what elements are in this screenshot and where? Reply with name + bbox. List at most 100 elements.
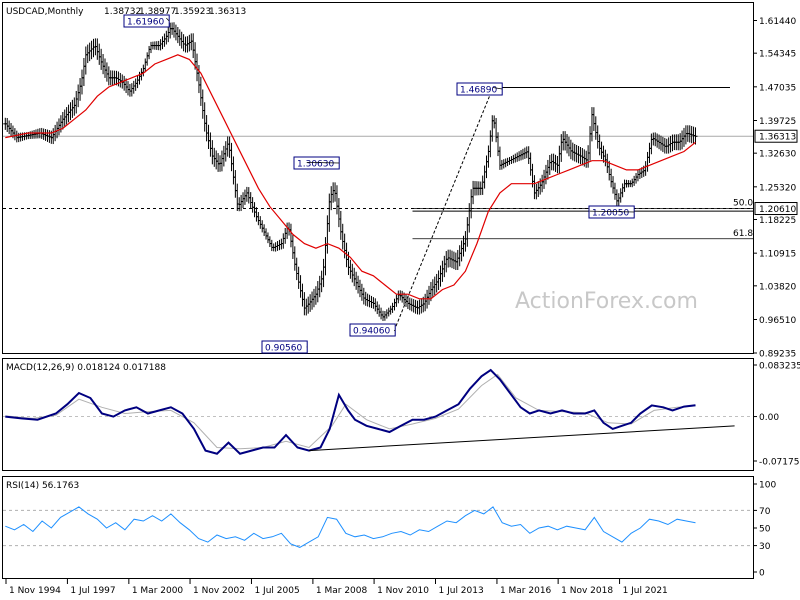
price-bar [620,183,625,198]
price-bar [392,298,397,311]
price-bar [141,64,146,77]
price-bar [210,140,215,165]
price-bar [526,146,531,164]
price-bar [290,235,295,259]
price-bar [118,72,123,88]
annotation-3: 0.94060 [349,323,396,337]
rsi-line [5,506,696,548]
price-bar [83,46,88,75]
price-bar [386,307,391,317]
xtick-label: 1 Jul 2005 [254,586,299,596]
price-ytick-label: 0.96510 [759,316,796,326]
ohlc-open: 1.38732 [104,7,141,17]
price-ytick-label: 1.10915 [759,250,796,260]
xtick-label: 1 Jul 1997 [70,586,115,596]
price-bar [588,126,593,161]
price-bar [340,223,345,250]
price-bar [683,125,688,145]
price-bar [463,231,468,252]
price-bar [480,175,485,195]
price-bar [229,142,234,172]
price-bar [212,147,217,167]
xtick-label: 1 Jul 2013 [439,586,484,596]
price-bar [400,290,405,303]
xtick-label: 1 Nov 1994 [9,586,61,596]
rsi-ytick-label: 100 [759,481,776,491]
price-bar [643,161,648,176]
price-bar [484,155,489,179]
level-price-tag: 1.20610 [754,202,798,216]
annotation-5: 1.20050 [588,205,635,219]
price-trendline-0 [393,87,494,331]
price-bar [557,145,562,174]
price-bar [601,145,606,163]
price-bar [72,97,77,116]
price-bar [565,133,570,154]
price-bar [566,136,571,157]
price-bar [338,210,343,240]
price-bar [292,246,297,271]
price-bar [235,183,240,212]
price-bar [357,279,362,298]
price-bars [3,22,698,322]
price-bar [317,275,322,298]
annotation-2-text: 0.90560 [265,344,302,354]
price-bar [179,31,184,49]
price-bar [693,127,698,145]
price-bar [175,27,180,44]
price-bar [532,175,537,200]
price-bar [634,173,639,184]
price-bar [352,267,357,287]
price-bar [611,176,616,194]
price-bar [543,164,548,185]
price-bar [336,198,341,228]
price-bar [53,124,58,142]
price-ytick-label: 1.54345 [759,50,796,60]
level-price-tag-text: 1.20610 [759,205,796,215]
price-bar [331,182,336,203]
price-bar [436,270,441,291]
price-bar [327,193,332,232]
price-bar [185,36,190,53]
annotation-leader-0 [166,17,170,22]
price-ytick-label: 1.25320 [759,183,796,193]
price-bar [95,38,100,60]
price-bar [568,139,573,160]
price-bar [300,283,305,307]
price-bar [62,109,67,127]
price-bar [79,69,84,95]
annotation-leader-1 [306,162,340,164]
price-bar [471,180,476,205]
price-bar [645,151,650,172]
annotation-4-text: 1.46890 [460,86,497,96]
macd-ytick-label: 0.00 [759,413,779,423]
price-bar [315,281,320,303]
price-bar [133,78,138,91]
price-bar [202,102,207,132]
price-bar [172,22,177,38]
price-bar [127,83,132,97]
price-ytick-label: 1.39725 [759,117,796,127]
xtick-label: 1 Mar 2016 [500,586,552,596]
price-bar [426,285,431,305]
annotation-4: 1.46890 [456,82,503,96]
price-bar [469,189,474,219]
macd-panel [2,358,754,471]
price-bar [459,240,464,262]
price-bar [614,189,619,206]
macd-layer [3,368,753,455]
last-price-tag-text: 1.36313 [759,133,796,143]
price-bar [206,124,211,150]
fib-label-1: 61.8 [733,229,753,239]
price-bar [584,150,589,168]
price-bar [311,288,316,308]
price-bar [231,156,236,185]
price-bar [551,153,556,171]
price-bar [76,84,81,108]
price-bar [264,228,269,240]
price-bar [198,76,203,106]
axis-layer: 1.61440 1.54345 1.47035 1.39725 1.32630 1.253… [5,17,800,596]
price-bar [660,136,665,153]
price-bar [492,115,497,129]
price-bar [254,207,259,222]
